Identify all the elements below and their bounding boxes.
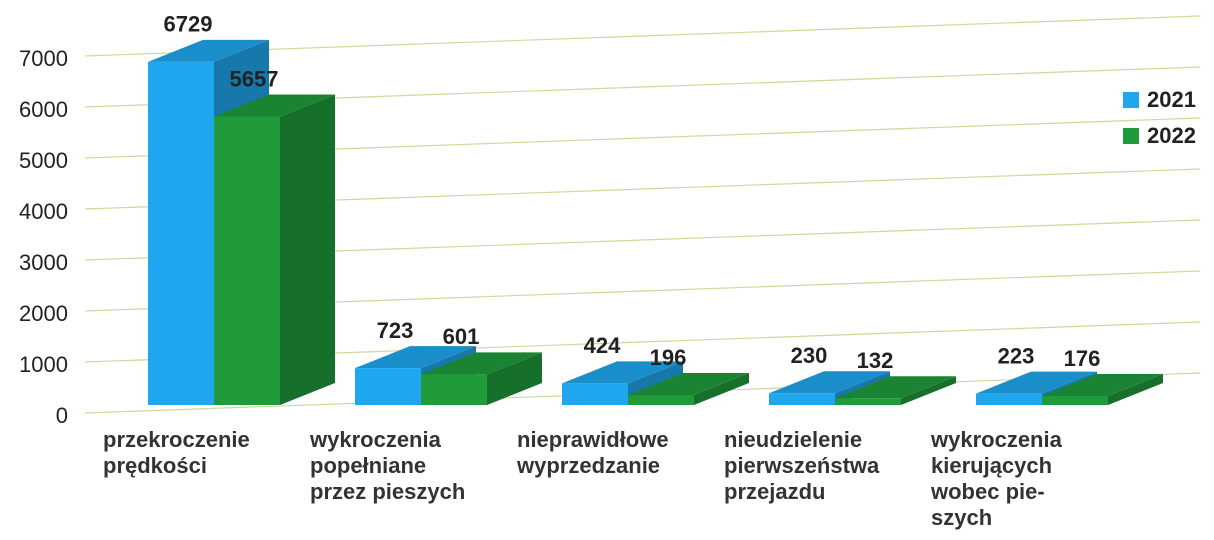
bar xyxy=(835,376,956,405)
bar-face xyxy=(214,94,335,117)
bar-face xyxy=(1108,374,1163,405)
bar-face xyxy=(355,368,421,405)
x-tick-label: wobec pie- xyxy=(930,479,1045,504)
bar-face xyxy=(214,116,280,406)
data-label: 132 xyxy=(857,348,894,373)
x-tick-label: przekroczenie xyxy=(103,427,250,452)
data-label: 176 xyxy=(1064,346,1101,371)
bar-face xyxy=(1042,374,1163,397)
bar-face xyxy=(487,352,542,405)
x-tick-label: kierujących xyxy=(931,453,1052,478)
y-tick-label: 6000 xyxy=(19,97,68,122)
bar-face xyxy=(628,395,694,405)
data-label: 196 xyxy=(650,345,687,370)
bar-face xyxy=(148,39,269,62)
data-label: 723 xyxy=(377,318,414,343)
x-tick-label: prędkości xyxy=(103,453,207,478)
legend-label: 2021 xyxy=(1147,87,1196,112)
bar-face xyxy=(628,373,749,396)
x-tick-label: popełniane xyxy=(310,453,426,478)
bar-face xyxy=(1042,396,1108,405)
bar-face xyxy=(976,393,1042,405)
data-label: 223 xyxy=(998,343,1035,368)
y-tick-label: 5000 xyxy=(19,148,68,173)
bar-face xyxy=(148,61,214,406)
legend-label: 2022 xyxy=(1147,123,1196,148)
y-tick-label: 2000 xyxy=(19,301,68,326)
bar-face xyxy=(835,398,901,405)
legend-swatch xyxy=(1123,92,1139,108)
x-tick-label: wykroczenia xyxy=(309,427,442,452)
bar xyxy=(628,373,749,405)
y-tick-label: 0 xyxy=(56,403,68,428)
bar-face xyxy=(976,371,1097,394)
grid-line xyxy=(84,15,1201,57)
bar-face xyxy=(355,346,476,369)
bar-face xyxy=(769,393,835,405)
bar xyxy=(1042,374,1163,405)
y-tick-label: 4000 xyxy=(19,199,68,224)
bar-face xyxy=(421,374,487,405)
data-label: 230 xyxy=(791,343,828,368)
bar-face xyxy=(694,373,749,405)
x-tick-label: wyprzedzanie xyxy=(516,453,660,478)
x-tick-label: nieprawidłowe xyxy=(517,427,669,452)
bar-face xyxy=(901,376,956,405)
bar-face xyxy=(562,361,683,384)
bar-face xyxy=(421,352,542,375)
y-tick-label: 3000 xyxy=(19,250,68,275)
bar-face xyxy=(835,376,956,399)
bar xyxy=(214,94,335,406)
x-tick-label: przez pieszych xyxy=(310,479,465,504)
bar-face xyxy=(562,383,628,405)
y-tick-label: 7000 xyxy=(19,46,68,71)
data-label: 424 xyxy=(584,333,621,358)
x-tick-label: wykroczenia xyxy=(930,427,1063,452)
legend-swatch xyxy=(1123,128,1139,144)
x-tick-label: nieudzielenie xyxy=(724,427,862,452)
bar xyxy=(421,352,542,405)
bar-face xyxy=(769,371,890,394)
y-tick-label: 1000 xyxy=(19,352,68,377)
x-tick-label: przejazdu xyxy=(724,479,825,504)
data-label: 601 xyxy=(443,324,480,349)
x-tick-label: pierwszeństwa xyxy=(724,453,880,478)
bar-face xyxy=(280,94,335,406)
data-label: 6729 xyxy=(164,12,213,37)
data-label: 5657 xyxy=(230,66,279,91)
x-tick-label: szych xyxy=(931,505,992,530)
